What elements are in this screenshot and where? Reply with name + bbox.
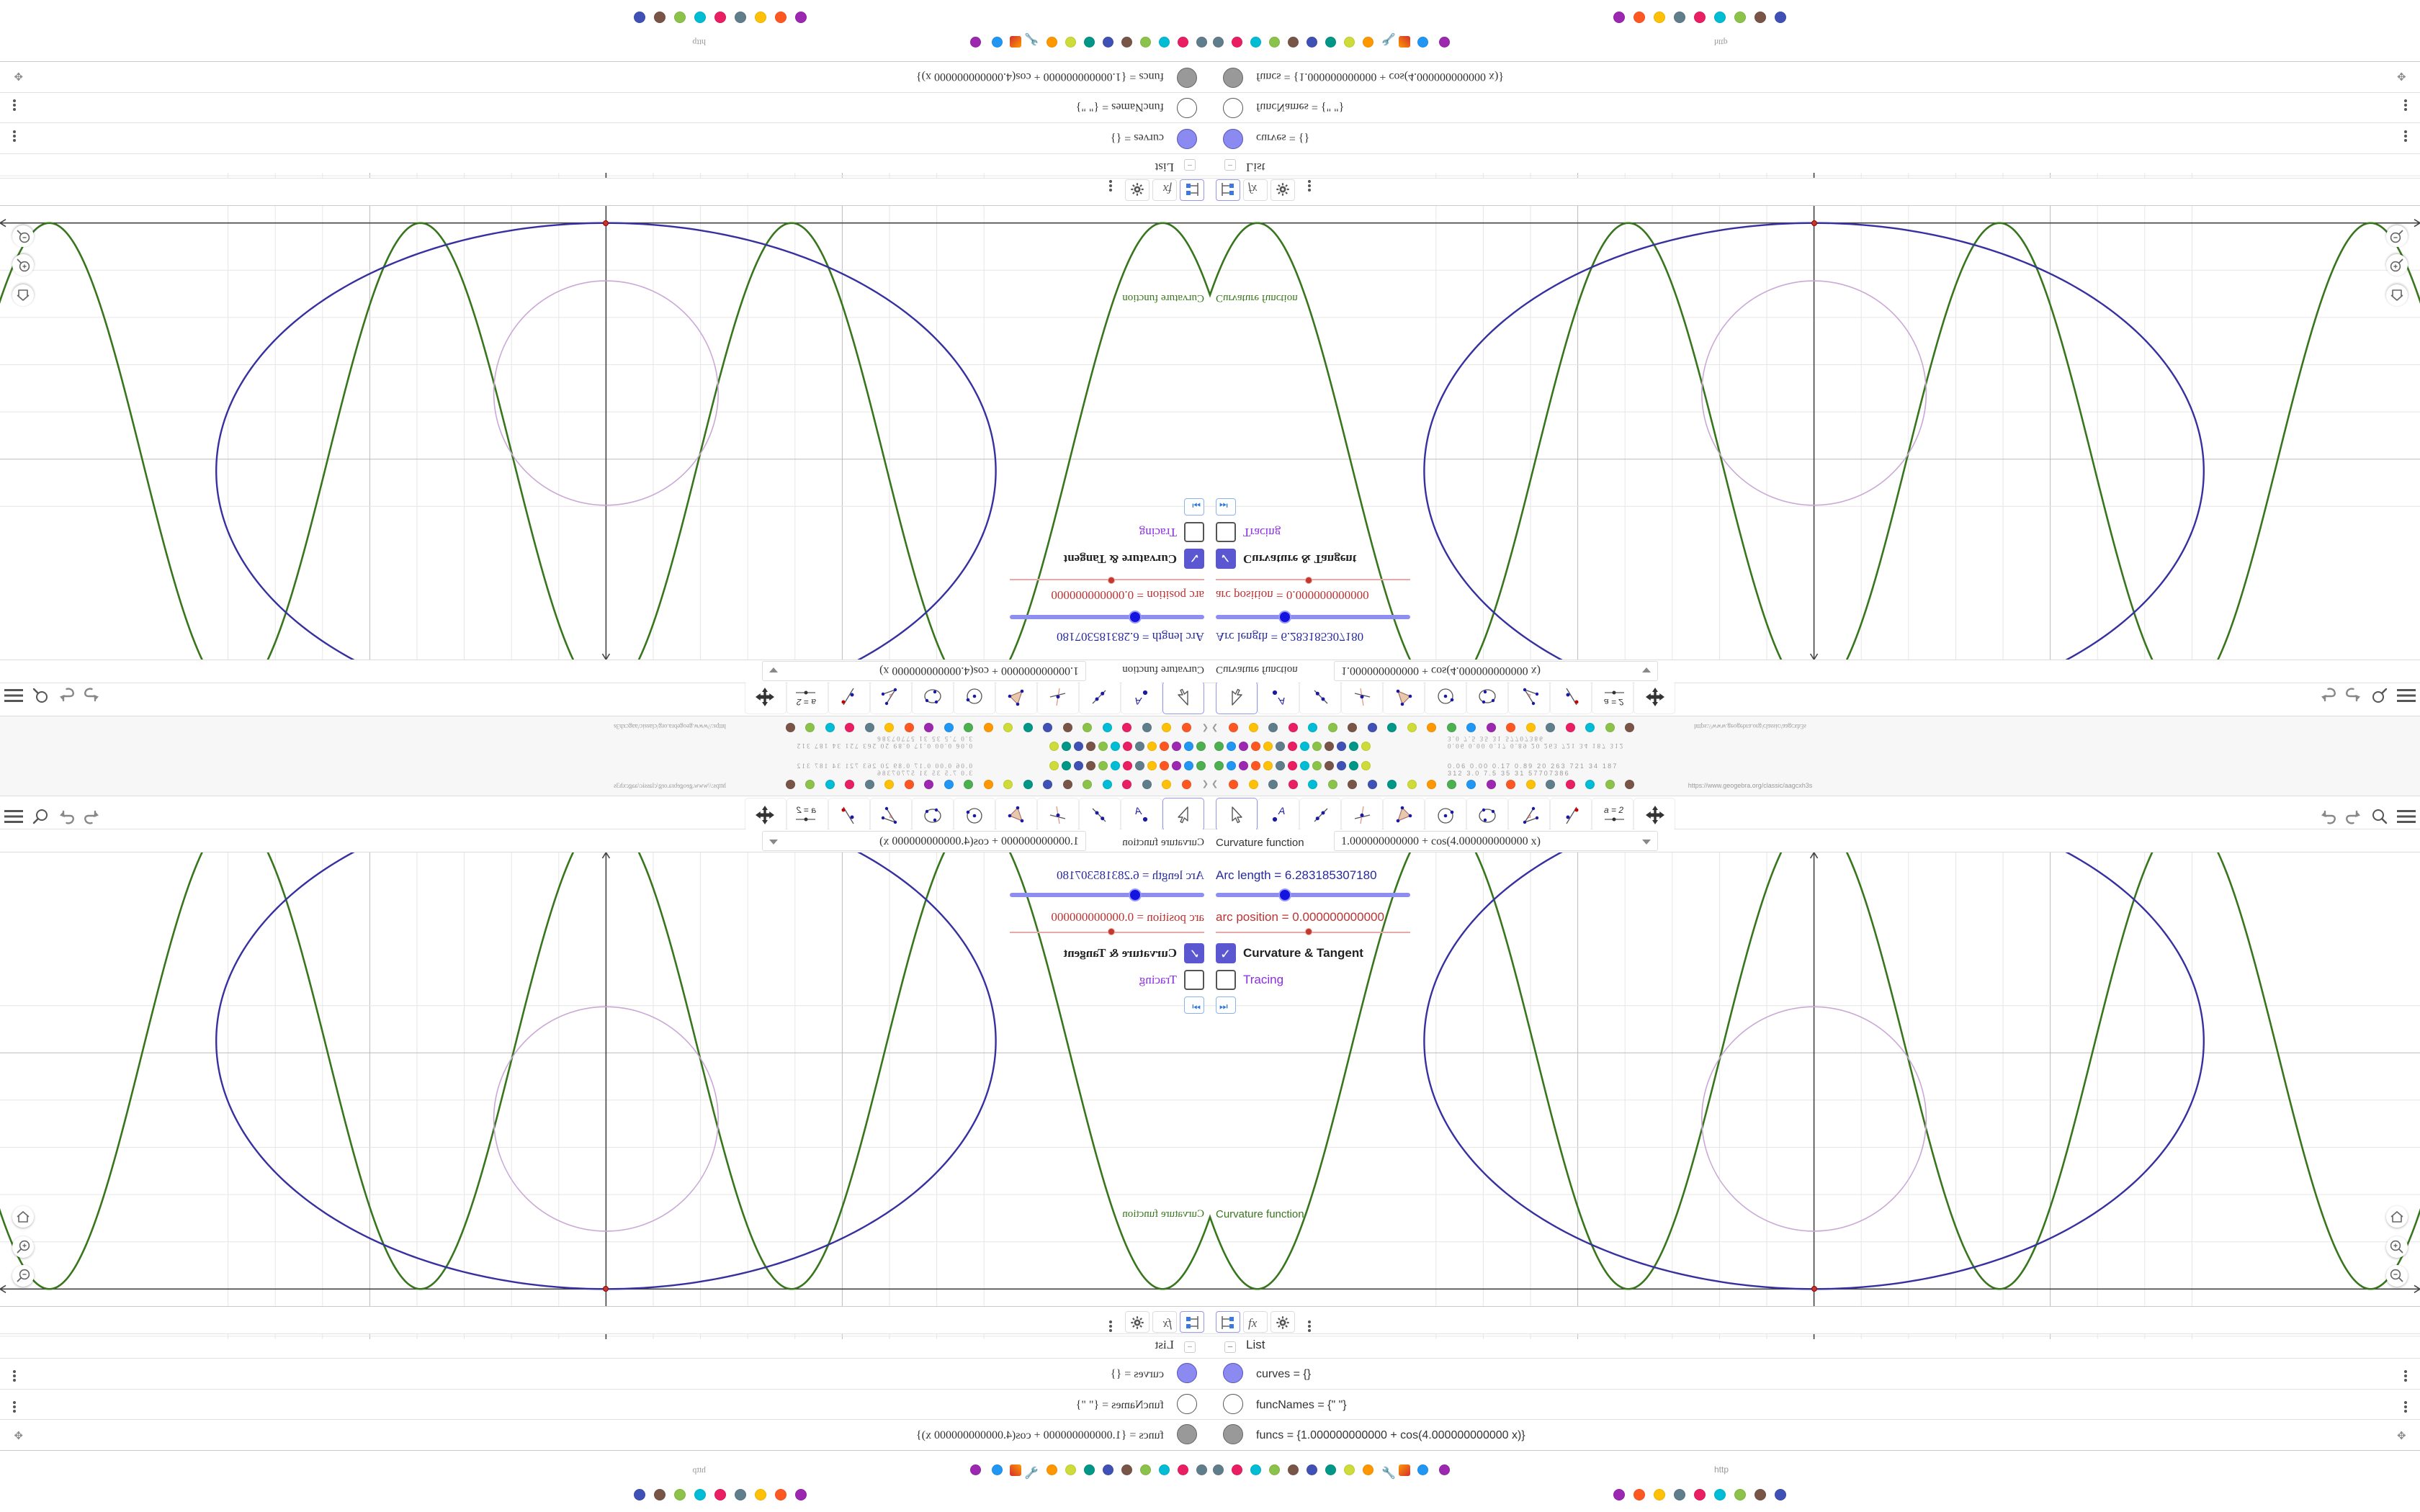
- svg-text:fx: fx: [1248, 182, 1258, 196]
- svg-text:A: A: [1278, 805, 1285, 816]
- svg-text:α: α: [889, 693, 892, 699]
- svg-text:fx: fx: [1162, 182, 1172, 196]
- svg-text:α: α: [889, 813, 892, 819]
- svg-text:fx: fx: [1162, 1316, 1172, 1330]
- svg-text:α: α: [1528, 813, 1531, 819]
- svg-text:A: A: [1278, 696, 1285, 707]
- svg-text:a = 2: a = 2: [1604, 805, 1623, 815]
- svg-text:A: A: [1135, 805, 1142, 816]
- svg-text:α: α: [1528, 693, 1531, 699]
- svg-text:a = 2: a = 2: [1604, 697, 1623, 707]
- svg-text:a = 2: a = 2: [797, 697, 816, 707]
- svg-text:A: A: [1135, 696, 1142, 707]
- svg-text:fx: fx: [1248, 1316, 1258, 1330]
- svg-text:a = 2: a = 2: [797, 805, 816, 815]
